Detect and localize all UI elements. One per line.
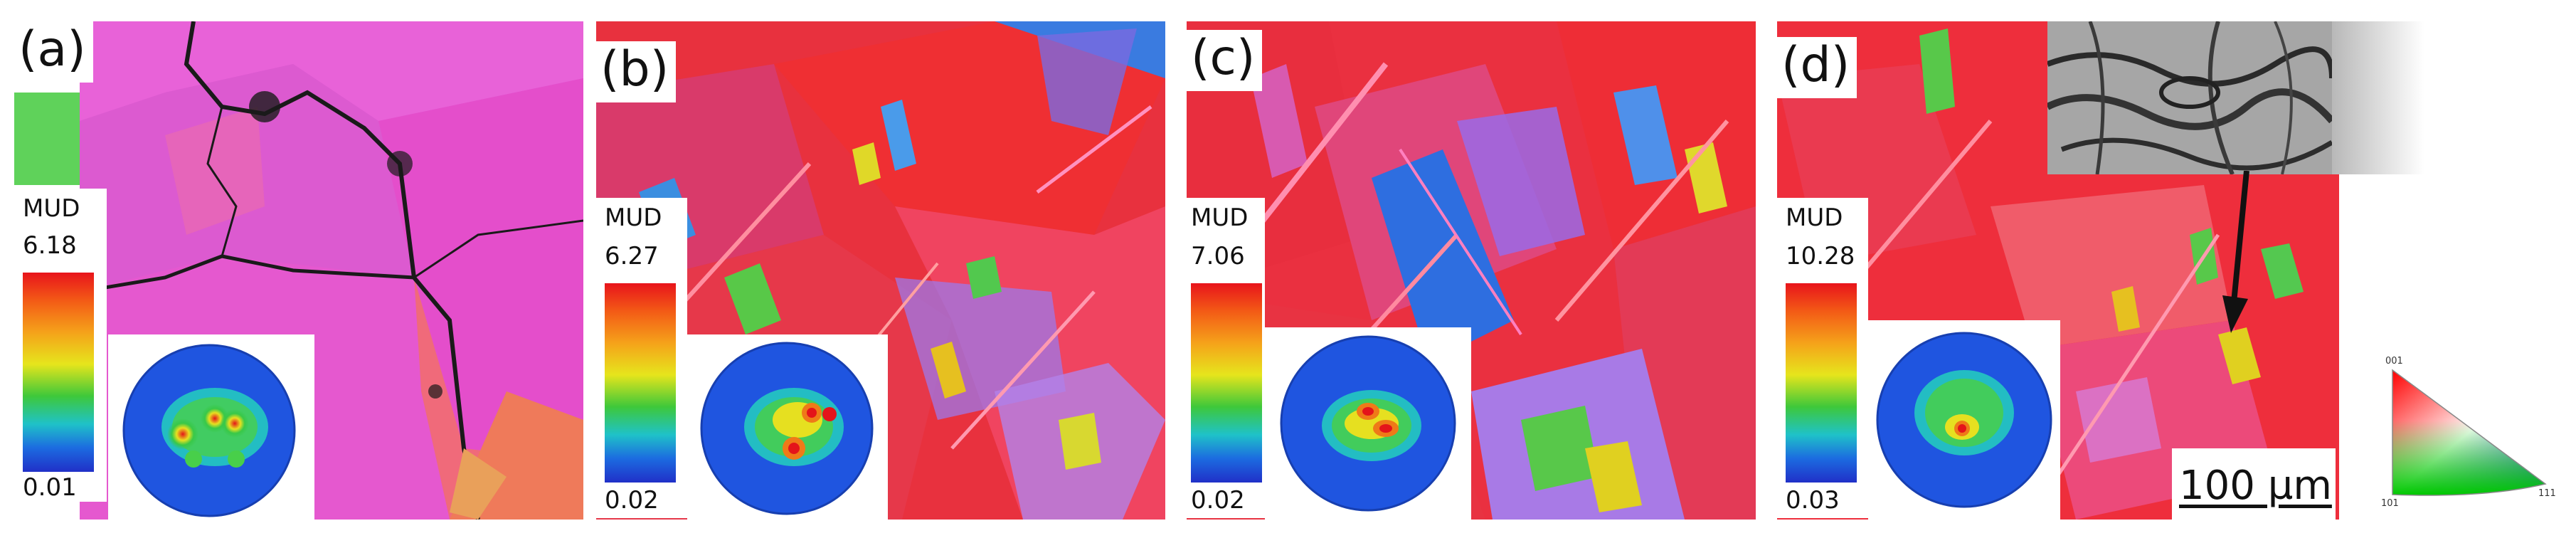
mud-min-b: 0.02 [605, 486, 659, 515]
panel-label-d: (d) [1777, 37, 1857, 98]
ipf-corner-001: 001 [2385, 356, 2403, 367]
mud-title-c: MUD [1191, 204, 1249, 232]
mud-min-a: 0.01 [23, 473, 77, 502]
mud-min-d: 0.03 [1786, 486, 1840, 515]
mud-legend-a: MUD 6.18 0.01 [14, 189, 107, 502]
pole-figure-a [108, 334, 314, 520]
pole-figure-c [1265, 327, 1471, 520]
mud-colorbar-c [1191, 283, 1262, 483]
arrow-annotation [2222, 171, 2249, 333]
pole-figure-d [1868, 320, 2060, 520]
scale-bar-label: 100 µm [2179, 463, 2332, 509]
mud-legend-c: MUD 7.06 0.02 [1187, 198, 1265, 518]
panel-label-c: (c) [1187, 30, 1263, 91]
pole-figure-b [687, 334, 888, 520]
panel-d: (d) MUD 10.28 0.03 100 µm [1777, 21, 2567, 520]
mud-max-d: 10.28 [1786, 242, 1855, 270]
mud-colorbar-b [605, 283, 676, 483]
mud-min-c: 0.02 [1191, 486, 1245, 515]
mud-title-a: MUD [23, 194, 80, 223]
mud-legend-d: MUD 10.28 0.03 [1777, 198, 1868, 518]
scale-bar-box [2172, 448, 2336, 520]
mud-colorbar-d [1786, 283, 1857, 483]
mud-colorbar-a [23, 273, 94, 472]
mud-title-b: MUD [605, 204, 662, 232]
ipf-color-key: 001 101 111 [2364, 356, 2563, 512]
mud-legend-b: MUD 6.27 0.02 [596, 198, 687, 518]
mud-max-b: 6.27 [605, 242, 659, 270]
panel-a: (a) MUD 6.18 0.01 [14, 21, 583, 520]
inset-shadow [2332, 21, 2424, 174]
ipf-corner-111: 111 [2538, 488, 2556, 499]
panel-b: (b) MUD 6.27 0.02 [596, 21, 1165, 520]
mud-max-c: 7.06 [1191, 242, 1245, 270]
green-grain-a [14, 93, 80, 185]
mud-max-a: 6.18 [23, 231, 77, 260]
panel-c: (c) MUD 7.06 0.02 [1187, 21, 1756, 520]
mud-title-d: MUD [1786, 204, 1843, 232]
ipf-corner-101: 101 [2381, 498, 2399, 509]
tem-inset-image [2047, 21, 2332, 174]
panel-label-b: (b) [596, 41, 677, 102]
panel-label-a: (a) [14, 21, 93, 83]
